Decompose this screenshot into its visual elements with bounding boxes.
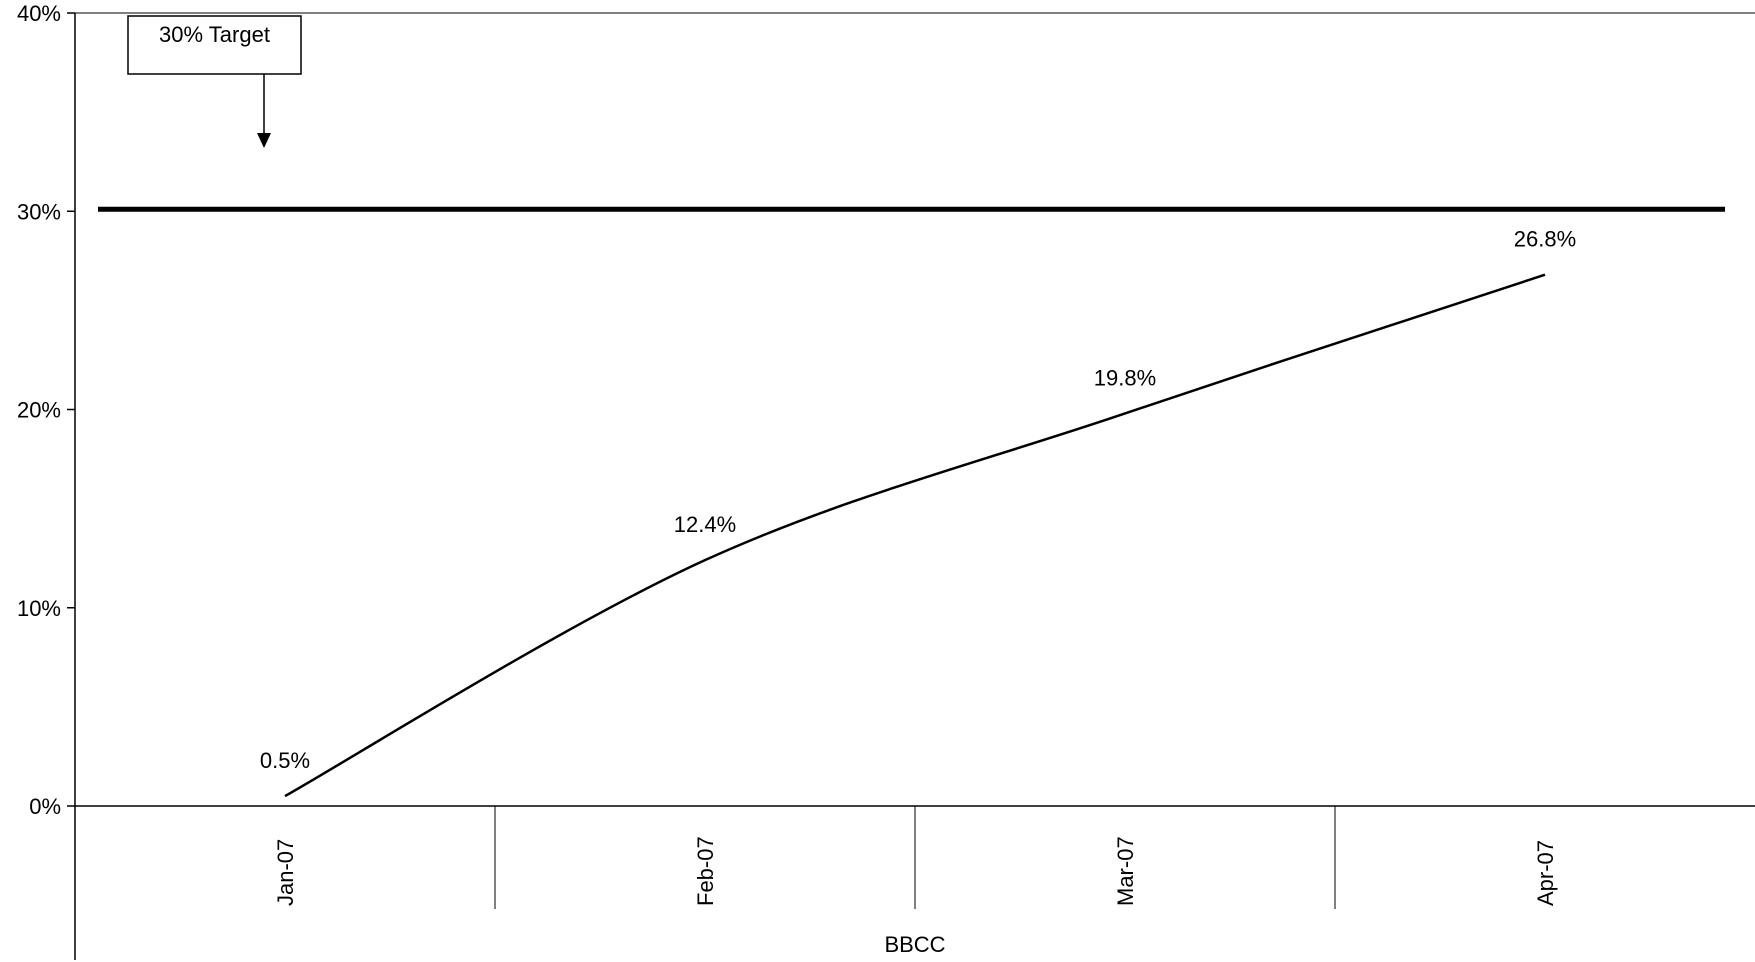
- x-tick-label: Apr-07: [1533, 840, 1558, 906]
- x-tick-label: Jan-07: [273, 839, 298, 906]
- data-label: 26.8%: [1514, 227, 1576, 252]
- x-axis-title: BBCC: [884, 932, 945, 957]
- data-label: 0.5%: [260, 748, 310, 773]
- series-line: [284, 273, 1546, 798]
- target-callout-box: [127, 15, 302, 75]
- y-tick-label: 20%: [17, 398, 61, 423]
- data-label: 19.8%: [1094, 365, 1156, 390]
- target-arrow-head-icon: [257, 133, 271, 148]
- y-tick-label: 10%: [17, 596, 61, 621]
- x-tick-label: Feb-07: [693, 836, 718, 906]
- y-tick-label: 30%: [17, 199, 61, 224]
- data-label: 12.4%: [674, 512, 736, 537]
- y-tick-label: 40%: [17, 1, 61, 26]
- y-tick-label: 0%: [29, 794, 61, 819]
- x-tick-label: Mar-07: [1113, 836, 1138, 906]
- target-callout-label: 30% Target: [159, 22, 270, 47]
